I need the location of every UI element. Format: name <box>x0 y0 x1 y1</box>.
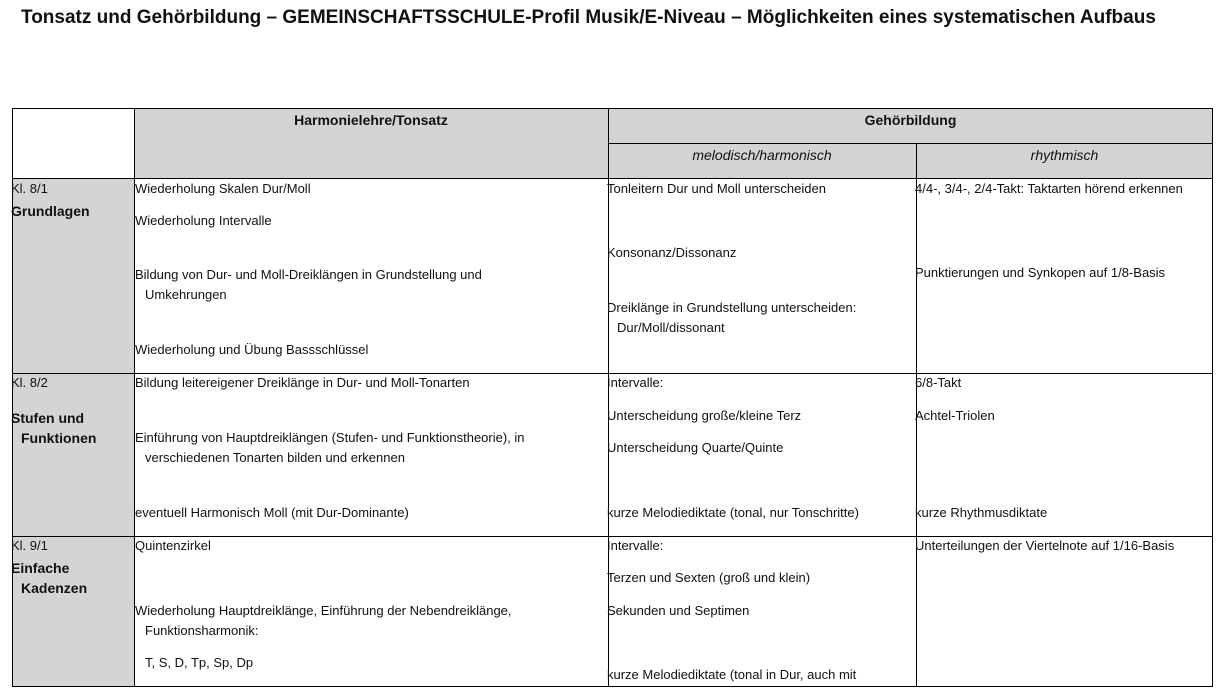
label-column-bg <box>12 178 134 686</box>
cell-item: Punktierungen und Synkopen auf 1/8-Basis <box>915 265 1166 280</box>
cell-item: kurze Rhythmusdiktate <box>915 505 1048 520</box>
cell-item: kurze Melodiediktate (tonal, nur Tonschr… <box>607 505 859 520</box>
topic: Stufen und Funktionen <box>11 410 97 446</box>
cell-item: kurze Melodiediktate (tonal in Dur, auch… <box>607 667 857 682</box>
cell-item: Terzen und Sexten (groß und klein) <box>607 570 811 585</box>
cell-item: Intervalle: <box>607 538 664 553</box>
cell-item: Wiederholung Hauptdreiklänge, Einführung… <box>135 603 512 638</box>
level: Kl. 9/1 <box>11 538 48 553</box>
level: Kl. 8/2 <box>11 375 48 390</box>
cell-item: Unterscheidung große/kleine Terz <box>607 408 802 423</box>
cell-item: Wiederholung Skalen Dur/Moll <box>135 181 311 196</box>
cell-item: T, S, D, Tp, Sp, Dp <box>145 655 254 670</box>
header: Harmonielehre/Tonsatz <box>294 112 448 128</box>
cell-item: Sekunden und Septimen <box>607 603 750 618</box>
cell-item: Quintenzirkel <box>135 538 211 553</box>
cell-item: 6/8-Takt <box>915 375 962 390</box>
cell-item: Intervalle: <box>607 375 664 390</box>
level: Kl. 8/1 <box>11 181 48 196</box>
cell-item: Unterteilungen der Viertelnote auf 1/16-… <box>915 538 1175 553</box>
topic: Grundlagen <box>11 203 90 219</box>
grid <box>12 108 1213 687</box>
cell-item: Konsonanz/Dissonanz <box>607 245 737 260</box>
cell-item: Wiederholung und Übung Bassschlüssel <box>135 342 369 357</box>
subheader: melodisch/harmonisch <box>692 147 832 163</box>
cell-item: Dreiklänge in Grundstellung unterscheide… <box>607 300 857 335</box>
cell-item: Bildung von Dur- und Moll-Dreiklängen in… <box>135 267 482 302</box>
cell-item: eventuell Harmonisch Moll (mit Dur-Domin… <box>135 505 409 520</box>
cell-item: Unterscheidung Quarte/Quinte <box>607 440 784 455</box>
cell-item: Bildung leitereigener Dreiklänge in Dur-… <box>135 375 470 390</box>
subheader: rhythmisch <box>1030 147 1099 163</box>
header: Gehörbildung <box>864 112 957 128</box>
cell-item: Einführung von Hauptdreiklängen (Stufen-… <box>135 430 525 465</box>
topic: Einfache Kadenzen <box>11 560 88 596</box>
title: Tonsatz und Gehörbildung – GEMEINSCHAFTS… <box>21 7 1156 28</box>
cell-item: Achtel-Triolen <box>915 408 995 423</box>
cell-item: 4/4-, 3/4-, 2/4-Takt: Taktarten hörend e… <box>915 181 1183 196</box>
cell-item: Wiederholung Intervalle <box>135 213 272 228</box>
cell-item: Tonleitern Dur und Moll unterscheiden <box>607 181 826 196</box>
